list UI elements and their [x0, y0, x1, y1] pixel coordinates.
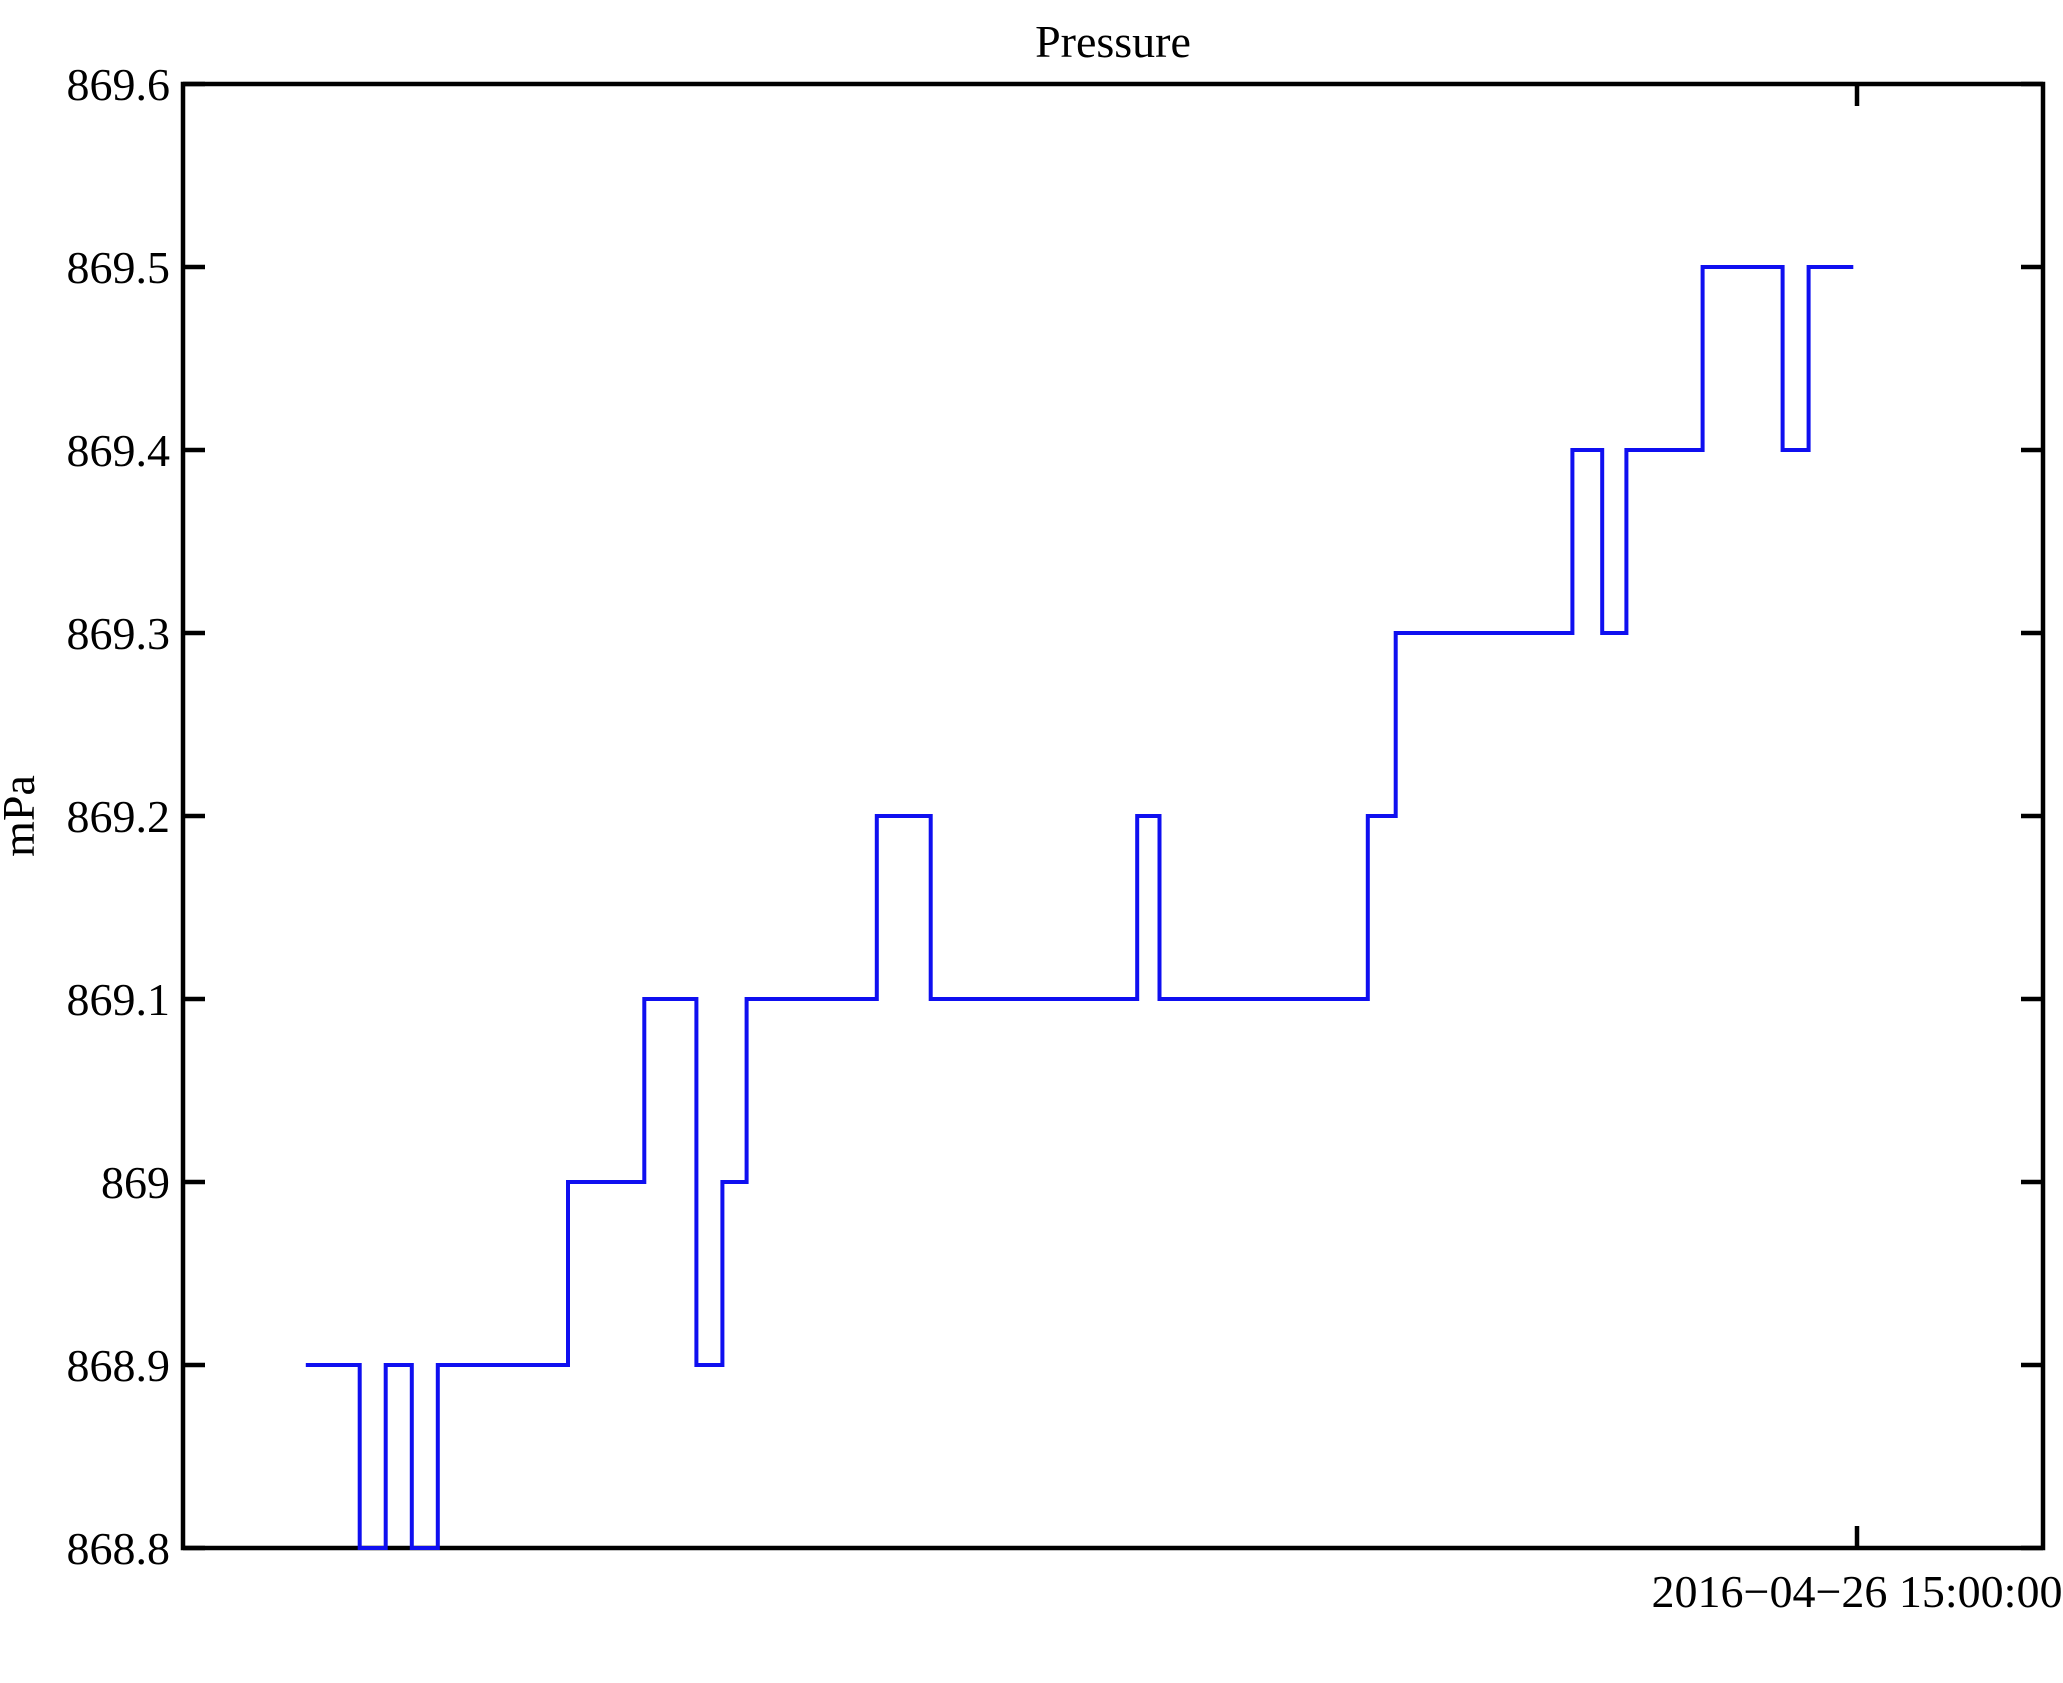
y-tick-label: 869.3 [67, 608, 171, 659]
y-tick-label: 869.5 [67, 242, 171, 293]
y-tick-label: 869.6 [67, 59, 171, 110]
y-axis-label: mPa [0, 775, 44, 857]
y-tick-label: 869 [101, 1157, 170, 1208]
y-tick-label: 868.8 [67, 1523, 171, 1574]
y-tick-label: 869.2 [67, 791, 171, 842]
y-tick-label: 869.4 [67, 425, 171, 476]
y-axis-ticks [183, 81, 2043, 1551]
y-tick-label: 869.1 [67, 974, 171, 1025]
x-tick-label: 2016−04−26 15:00:00 [1652, 1566, 2063, 1617]
axes-frame [180, 81, 2046, 1551]
y-tick-labels: 868.8 868.9 869 869.1 869.2 869.3 869.4 869.5 86… [67, 59, 171, 1574]
y-tick-label: 868.9 [67, 1340, 171, 1391]
plot-frame [180, 81, 2046, 1551]
chart-title: Pressure [1035, 16, 1191, 67]
pressure-step-line [305, 265, 1854, 1550]
